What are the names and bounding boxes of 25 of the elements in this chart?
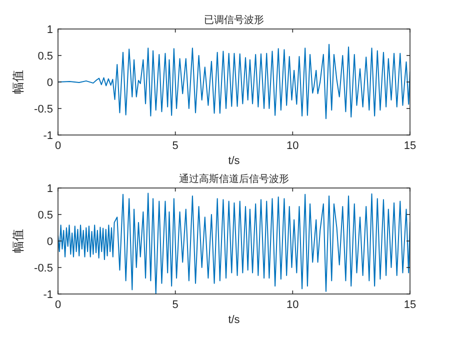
x-tick-label: 0 <box>54 299 62 311</box>
y-tick-label: 0.5 <box>38 50 53 62</box>
line-series <box>58 192 410 294</box>
y-tick-label: -1 <box>43 130 53 142</box>
x-tick-label: 5 <box>172 140 178 152</box>
y-tick-label: -0.5 <box>34 262 53 274</box>
y-tick-label: -0.5 <box>34 104 53 116</box>
y-tick-label: 1 <box>46 24 53 36</box>
y-axis-title: 幅值 <box>11 70 25 94</box>
y-tick-label: -1 <box>43 289 53 301</box>
x-tick-label: 0 <box>54 140 62 152</box>
x-axis-title: t/s <box>228 314 240 326</box>
y-tick-label: 1 <box>46 183 53 195</box>
x-axis-title: t/s <box>228 155 240 167</box>
x-tick-label: 10 <box>286 299 299 311</box>
y-axis-title: 幅值 <box>11 229 25 253</box>
y-tick-label: 0 <box>46 236 53 248</box>
x-tick-label: 5 <box>172 299 178 311</box>
x-tick-label: 10 <box>286 140 299 152</box>
chart-title: 已调信号波形 <box>204 14 264 26</box>
y-tick-label: 0.5 <box>38 210 53 222</box>
x-tick-label: 15 <box>404 140 416 152</box>
chart-title: 通过高斯信道后信号波形 <box>179 173 289 185</box>
y-tick-label: 0 <box>46 77 53 89</box>
x-tick-label: 15 <box>404 299 416 311</box>
